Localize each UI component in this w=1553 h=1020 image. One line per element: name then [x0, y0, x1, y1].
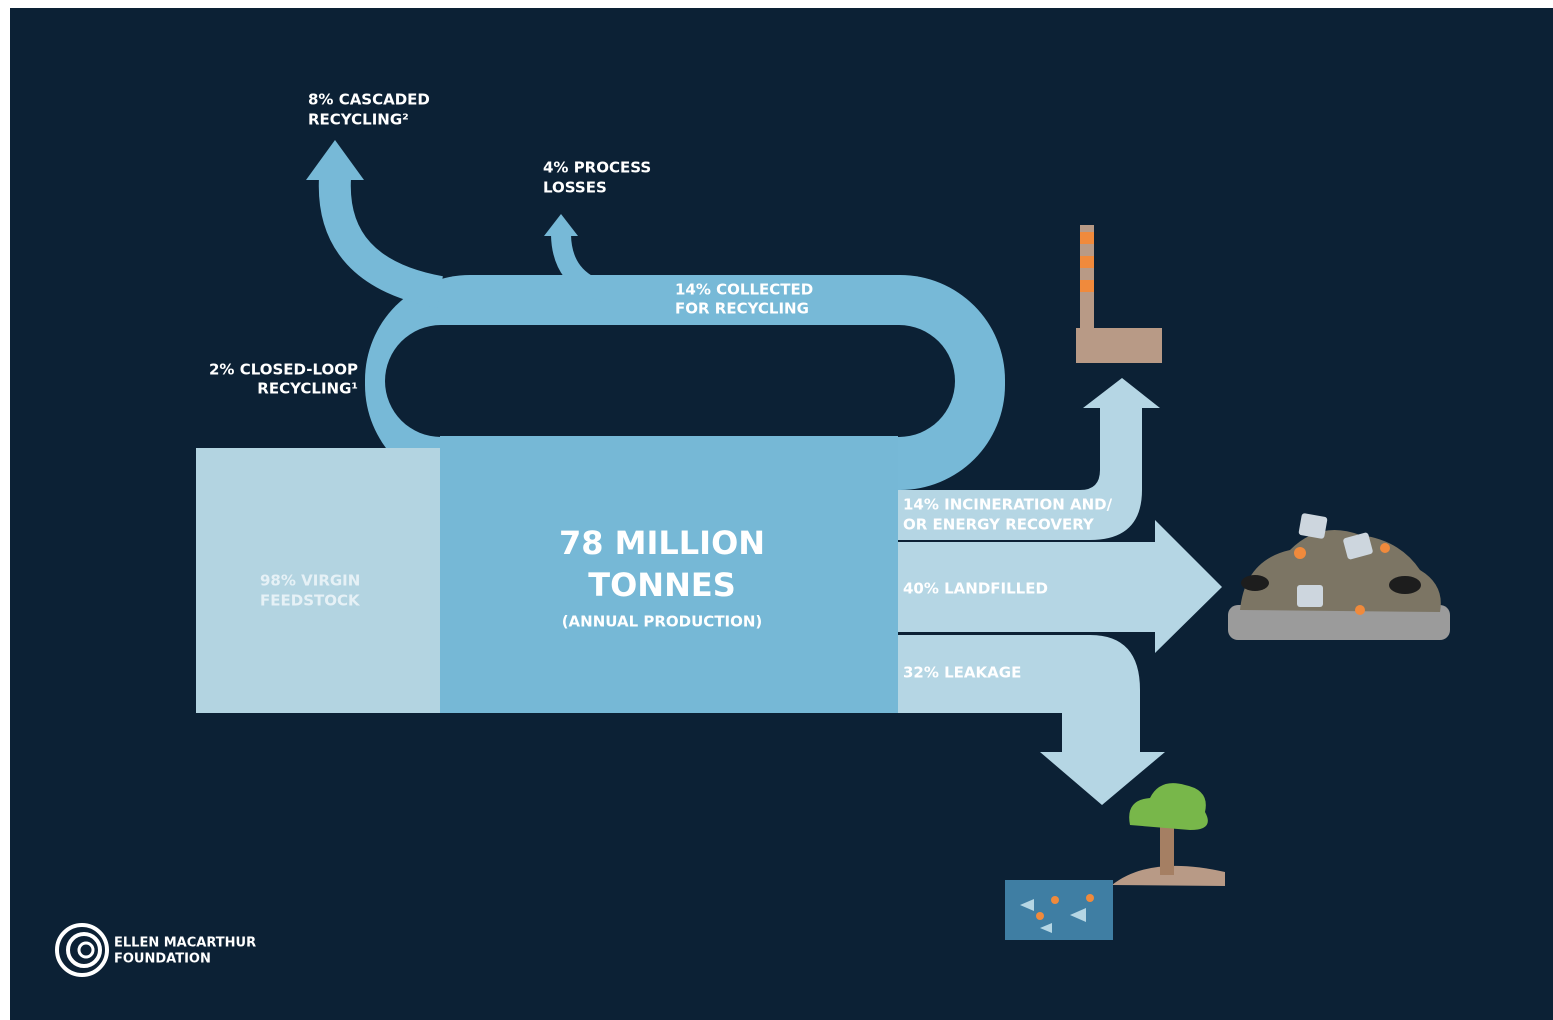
production-amount: 78 MILLION [559, 524, 765, 562]
loop-hole [385, 325, 955, 437]
cascaded-label: 8% CASCADED [308, 91, 430, 109]
incineration-arrow [898, 378, 1160, 540]
bottle [1343, 532, 1373, 560]
logo-text: ELLEN MACARTHUR [114, 936, 256, 951]
tree-trunk [1160, 820, 1174, 875]
leakage-arrow [898, 635, 1165, 805]
losses-label: LOSSES [543, 179, 607, 197]
chimney-stripe [1080, 256, 1094, 268]
incineration-label: OR ENERGY RECOVERY [903, 516, 1095, 534]
losses-arrowhead [544, 214, 578, 236]
water [1005, 880, 1113, 940]
bottle [1298, 513, 1328, 539]
landfill-ground [1228, 605, 1450, 640]
debris [1036, 912, 1044, 920]
landfill-heap [1240, 530, 1441, 612]
ground [1112, 865, 1225, 886]
chimney-stripe [1080, 280, 1094, 292]
losses-arrow [551, 234, 609, 302]
losses-label: 4% PROCESS [543, 159, 651, 177]
debris [1086, 894, 1094, 902]
tree-crown [1129, 783, 1208, 830]
virgin-label: FEEDSTOCK [260, 592, 361, 610]
fish [1020, 899, 1086, 933]
production-block [440, 436, 898, 713]
chimney-stripe [1080, 232, 1094, 244]
logo-text: FOUNDATION [114, 952, 211, 967]
virgin-label: 98% VIRGIN [260, 572, 360, 590]
logo-ring [77, 941, 95, 959]
tyre [1241, 575, 1269, 591]
debris [1355, 605, 1365, 615]
tyre [1389, 576, 1421, 594]
logo-ring [55, 923, 109, 977]
virgin-feedstock-block [196, 448, 440, 713]
debris [1051, 896, 1059, 904]
collected-label: 14% COLLECTED [675, 281, 813, 299]
closed-loop-label: 2% CLOSED-LOOP [209, 361, 358, 379]
landfill-label: 40% LANDFILLED [903, 580, 1048, 598]
logo-ring [66, 932, 102, 968]
cascaded-label: RECYCLING² [308, 111, 409, 129]
factory-base [1076, 328, 1162, 363]
incineration-label: 14% INCINERATION AND/ [903, 496, 1113, 514]
bottle [1297, 585, 1323, 607]
leakage-label: 32% LEAKAGE [903, 664, 1021, 682]
cascaded-arrowhead [306, 140, 364, 180]
production-note: (ANNUAL PRODUCTION) [562, 613, 763, 631]
production-amount: TONNES [588, 566, 736, 604]
cascaded-arrow [318, 177, 444, 308]
landfill-arrow [898, 520, 1222, 653]
closed-loop-label: RECYCLING¹ [257, 380, 358, 398]
collected-label: FOR RECYCLING [675, 300, 809, 318]
debris [1294, 547, 1306, 559]
debris [1380, 543, 1390, 553]
